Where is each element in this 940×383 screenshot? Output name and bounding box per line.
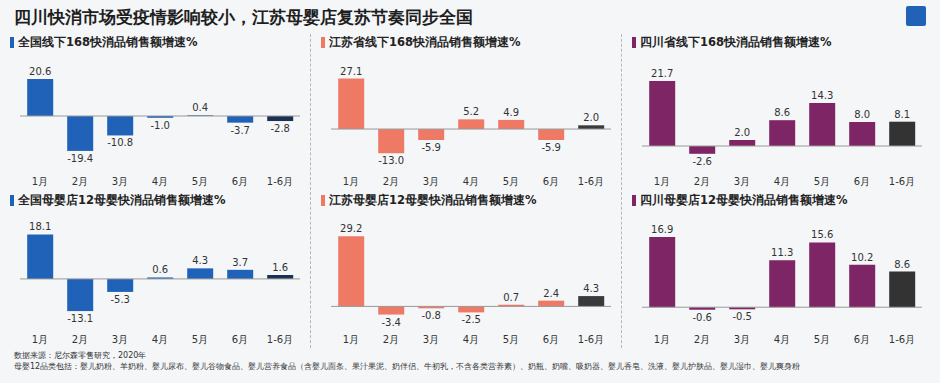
svg-text:-13.1: -13.1 xyxy=(67,313,93,324)
html-text:四川母婴店12母婴快消品销售额增速%: 四川母婴店12母婴快消品销售额增速% xyxy=(640,192,848,207)
svg-text:3月: 3月 xyxy=(734,176,750,187)
svg-text:-1.0: -1.0 xyxy=(150,120,170,131)
svg-text:1月: 1月 xyxy=(343,334,359,345)
svg-text:-19.4: -19.4 xyxy=(67,153,93,164)
svg-text:3.7: 3.7 xyxy=(232,257,248,268)
svg-text:4月: 4月 xyxy=(774,334,790,345)
svg-text:-2.6: -2.6 xyxy=(692,156,712,167)
svg-text:6月: 6月 xyxy=(232,334,248,345)
svg-text:6月: 6月 xyxy=(543,334,559,345)
svg-text:1-6月: 1-6月 xyxy=(889,334,915,345)
svg-text:2.4: 2.4 xyxy=(543,288,559,299)
svg-text:-2.5: -2.5 xyxy=(461,314,481,325)
svg-text:5月: 5月 xyxy=(814,334,830,345)
html-text:全国母婴店12母婴快消品销售额增速%: 全国母婴店12母婴快消品销售额增速% xyxy=(18,192,226,207)
svg-text:16.9: 16.9 xyxy=(651,224,673,235)
svg-text:11.3: 11.3 xyxy=(771,247,793,258)
html-text:数据来源：尼尔森零售研究，2020年: 数据来源：尼尔森零售研究，2020年 xyxy=(14,351,147,360)
svg-text:1月: 1月 xyxy=(32,176,48,187)
html-text:全国线下168快消品销售额增速%: 全国线下168快消品销售额增速% xyxy=(18,34,198,49)
svg-text:14.3: 14.3 xyxy=(811,90,833,101)
svg-text:0.6: 0.6 xyxy=(152,264,168,275)
svg-text:-3.4: -3.4 xyxy=(381,317,401,328)
svg-text:0.4: 0.4 xyxy=(192,102,208,113)
html-text:四川快消市场受疫情影响较小，江苏母婴店复苏节奏同步全国: 四川快消市场受疫情影响较小，江苏母婴店复苏节奏同步全国 xyxy=(14,7,473,27)
svg-text:-0.8: -0.8 xyxy=(421,310,441,321)
svg-text:2.0: 2.0 xyxy=(583,112,599,123)
svg-text:-2.8: -2.8 xyxy=(270,123,290,134)
svg-text:2月: 2月 xyxy=(694,334,710,345)
svg-text:4月: 4月 xyxy=(463,334,479,345)
svg-text:6月: 6月 xyxy=(854,334,870,345)
svg-text:1-6月: 1-6月 xyxy=(578,334,604,345)
svg-text:6月: 6月 xyxy=(854,176,870,187)
svg-text:-10.8: -10.8 xyxy=(107,137,133,148)
svg-text:29.2: 29.2 xyxy=(340,223,362,234)
svg-text:6月: 6月 xyxy=(232,176,248,187)
svg-text:1-6月: 1-6月 xyxy=(267,176,293,187)
svg-text:4月: 4月 xyxy=(152,334,168,345)
html-text:江苏母婴店12母婴快消品销售额增速%: 江苏母婴店12母婴快消品销售额增速% xyxy=(329,192,537,207)
svg-text:3月: 3月 xyxy=(734,334,750,345)
svg-text:27.1: 27.1 xyxy=(340,66,362,77)
svg-text:8.1: 8.1 xyxy=(894,109,910,120)
svg-text:5月: 5月 xyxy=(814,176,830,187)
svg-text:4.3: 4.3 xyxy=(192,255,208,266)
svg-text:5月: 5月 xyxy=(192,176,208,187)
svg-text:2月: 2月 xyxy=(383,176,399,187)
svg-text:4月: 4月 xyxy=(463,176,479,187)
svg-text:-13.0: -13.0 xyxy=(378,155,404,166)
svg-text:1-6月: 1-6月 xyxy=(267,334,293,345)
svg-text:5月: 5月 xyxy=(503,334,519,345)
svg-text:5.2: 5.2 xyxy=(463,106,479,117)
svg-text:8.6: 8.6 xyxy=(774,107,790,118)
svg-text:15.6: 15.6 xyxy=(811,229,833,240)
svg-text:6月: 6月 xyxy=(543,176,559,187)
svg-text:0.7: 0.7 xyxy=(503,292,519,303)
svg-text:2月: 2月 xyxy=(72,176,88,187)
svg-text:3月: 3月 xyxy=(423,176,439,187)
svg-text:2月: 2月 xyxy=(694,176,710,187)
html-text:江苏省线下168快消品销售额增速%: 江苏省线下168快消品销售额增速% xyxy=(329,34,521,49)
svg-text:-0.6: -0.6 xyxy=(692,312,712,323)
svg-text:-5.3: -5.3 xyxy=(110,294,130,305)
svg-text:4月: 4月 xyxy=(774,176,790,187)
svg-text:10.2: 10.2 xyxy=(851,252,873,263)
html-text:母婴12品类包括：婴儿奶粉、羊奶粉、婴儿尿布、婴儿谷物食品、: 母婴12品类包括：婴儿奶粉、羊奶粉、婴儿尿布、婴儿谷物食品、婴儿营养食品（含婴儿… xyxy=(14,362,801,371)
svg-text:4.9: 4.9 xyxy=(503,107,519,118)
svg-text:2月: 2月 xyxy=(383,334,399,345)
svg-text:-5.9: -5.9 xyxy=(421,142,441,153)
svg-text:3月: 3月 xyxy=(112,176,128,187)
svg-text:1.6: 1.6 xyxy=(272,262,288,273)
svg-text:5月: 5月 xyxy=(503,176,519,187)
svg-text:-0.5: -0.5 xyxy=(732,311,752,322)
svg-text:-3.7: -3.7 xyxy=(230,125,250,136)
svg-text:8.0: 8.0 xyxy=(854,109,870,120)
svg-text:5月: 5月 xyxy=(192,334,208,345)
svg-text:2.0: 2.0 xyxy=(734,127,750,138)
svg-text:20.6: 20.6 xyxy=(29,66,51,77)
svg-text:8.6: 8.6 xyxy=(894,259,910,270)
svg-text:1-6月: 1-6月 xyxy=(889,176,915,187)
svg-text:3月: 3月 xyxy=(423,334,439,345)
svg-text:1月: 1月 xyxy=(654,176,670,187)
html-text:四川省线下168快消品销售额增速%: 四川省线下168快消品销售额增速% xyxy=(640,34,832,49)
svg-text:1月: 1月 xyxy=(343,176,359,187)
svg-text:1月: 1月 xyxy=(32,334,48,345)
svg-text:1-6月: 1-6月 xyxy=(578,176,604,187)
svg-text:4.3: 4.3 xyxy=(583,283,599,294)
svg-text:18.1: 18.1 xyxy=(29,221,51,232)
svg-text:21.7: 21.7 xyxy=(651,68,673,79)
svg-text:-5.9: -5.9 xyxy=(541,142,561,153)
svg-text:2月: 2月 xyxy=(72,334,88,345)
svg-text:3月: 3月 xyxy=(112,334,128,345)
svg-text:1月: 1月 xyxy=(654,334,670,345)
svg-text:4月: 4月 xyxy=(152,176,168,187)
